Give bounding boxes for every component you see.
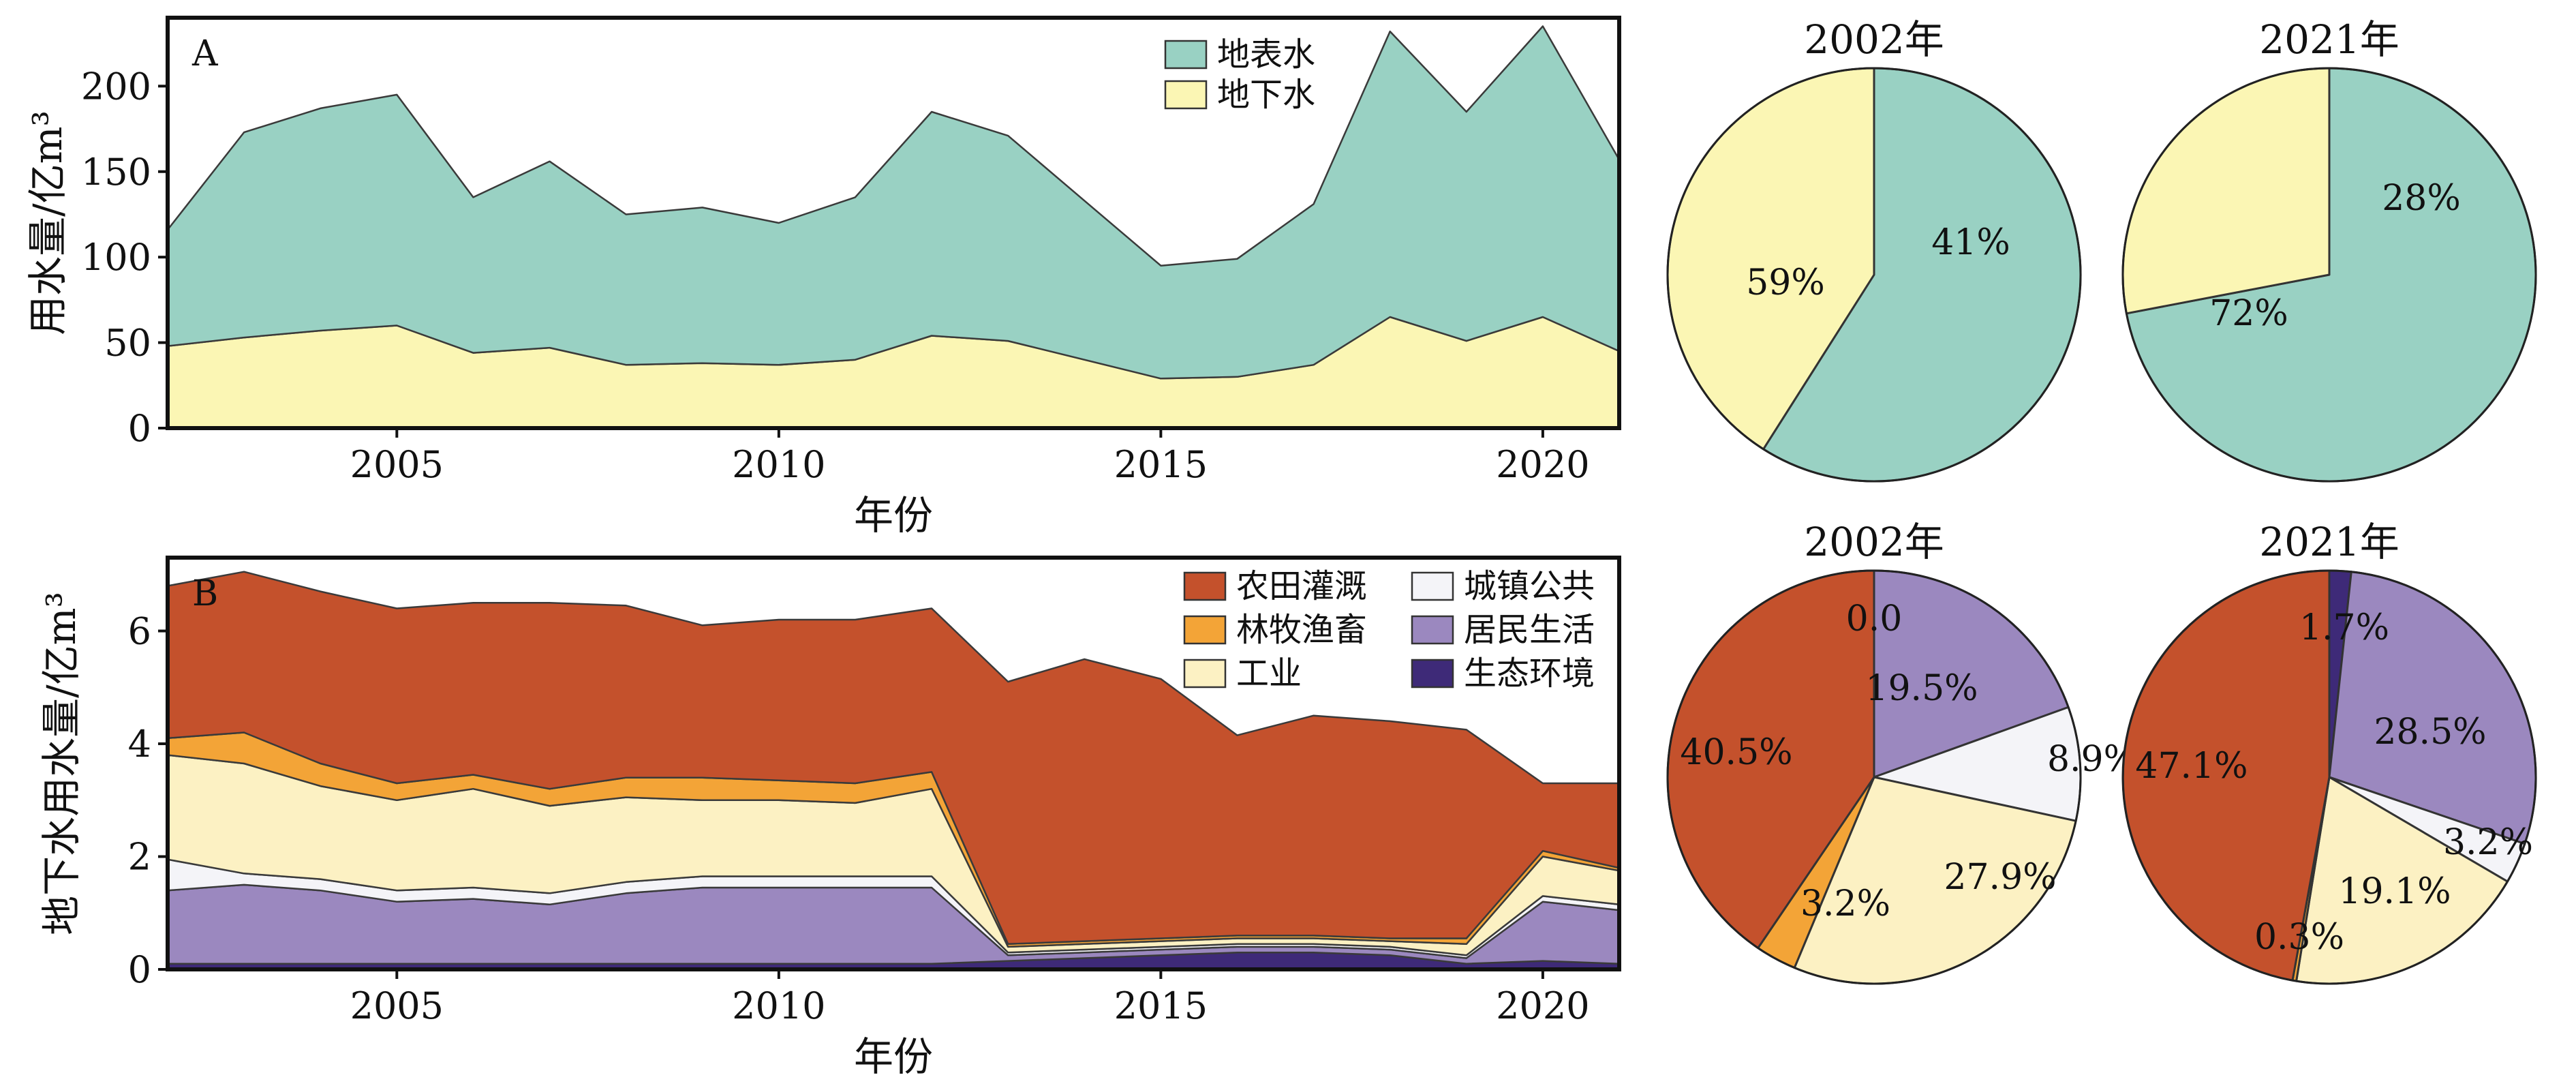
legend-swatch bbox=[1183, 659, 1227, 689]
pie-label: 59% bbox=[1746, 262, 1825, 303]
pie-label: 0.3% bbox=[2254, 917, 2344, 958]
y-tick-label: 6 bbox=[128, 610, 151, 653]
y-tick-label: 100 bbox=[81, 236, 151, 279]
pie-chart-a-2021: 2021年 72% 28% bbox=[2121, 16, 2537, 483]
legend-swatch bbox=[1183, 571, 1227, 601]
y-tick-label: 4 bbox=[128, 723, 151, 766]
y-tick-label: 2 bbox=[128, 836, 151, 879]
x-tick-label: 2020 bbox=[1496, 984, 1589, 1027]
pie-label: 47.1% bbox=[2135, 746, 2248, 787]
area-chart-a: 2005 2010 2015 2020 0 50 100 150 200 年份 用水量/亿m³ A 地表… bbox=[25, 16, 1621, 539]
legend-label: 林牧渔畜 bbox=[1236, 611, 1367, 649]
legend-label: 地表水 bbox=[1217, 35, 1315, 74]
legend-swatch bbox=[1164, 80, 1208, 110]
x-tick-label: 2015 bbox=[1114, 443, 1208, 486]
pie-label: 19.5% bbox=[1865, 668, 1978, 709]
pie-label: 72% bbox=[2209, 293, 2288, 334]
pie-label: 1.7% bbox=[2299, 607, 2389, 648]
y-axis-title: 用水量/亿m³ bbox=[25, 110, 71, 335]
pie-label: 27.9% bbox=[1944, 857, 2056, 898]
x-tick-label: 2005 bbox=[350, 984, 444, 1027]
y-tick-label: 150 bbox=[81, 151, 151, 194]
pie-title: 2002年 bbox=[1804, 16, 1944, 63]
x-tick-label: 2015 bbox=[1114, 984, 1208, 1027]
pie-label: 28.5% bbox=[2374, 712, 2486, 753]
pie-title: 2021年 bbox=[2259, 16, 2399, 63]
y-tick-label: 0 bbox=[128, 407, 151, 450]
plot-frame bbox=[166, 16, 1621, 430]
x-tick-label: 2010 bbox=[732, 443, 825, 486]
pie-outline bbox=[2121, 569, 2537, 985]
panel-letter: B bbox=[192, 573, 218, 614]
legend-swatch bbox=[1411, 615, 1454, 645]
pie-label: 40.5% bbox=[1680, 732, 1792, 773]
y-tick-label: 0 bbox=[128, 948, 151, 991]
legend-label: 地下水 bbox=[1217, 76, 1315, 114]
legend-swatch bbox=[1183, 615, 1227, 645]
y-tick-label: 50 bbox=[104, 322, 151, 365]
x-tick-label: 2010 bbox=[732, 984, 825, 1027]
x-axis-title: 年份 bbox=[854, 1033, 933, 1080]
pie-label: 41% bbox=[1931, 222, 2010, 263]
y-tick-label: 200 bbox=[81, 65, 151, 108]
pie-outline bbox=[2121, 67, 2537, 483]
area-chart-b: 2005 2010 2015 2020 0 2 4 6 年份 地下水用水量/亿m³ B 农田灌溉 城镇公… bbox=[38, 556, 1621, 1080]
pie-chart-a-2002: 2002年 59% 41% bbox=[1666, 16, 2082, 483]
pie-outline bbox=[1666, 569, 2082, 985]
legend-swatch bbox=[1411, 659, 1454, 689]
legend-swatch bbox=[1164, 40, 1208, 70]
pie-label: 3.2% bbox=[2443, 822, 2533, 863]
x-axis-title: 年份 bbox=[854, 492, 933, 539]
pie-title: 2021年 bbox=[2259, 519, 2399, 565]
legend-label: 工业 bbox=[1236, 654, 1302, 693]
pie-slice-1 bbox=[2121, 67, 2331, 315]
pie-title: 2002年 bbox=[1804, 519, 1944, 565]
pie-label: 3.2% bbox=[1800, 883, 1890, 924]
x-tick-label: 2020 bbox=[1496, 443, 1589, 486]
pie-outline bbox=[1666, 67, 2082, 483]
pie-chart-b-2021: 2021年 1.7% 28.5% 3.2% 19.1% 0.3% 47.1% bbox=[2121, 519, 2537, 985]
legend-label: 生态环境 bbox=[1464, 654, 1595, 693]
panel-letter: A bbox=[191, 33, 219, 74]
legend-label: 农田灌溉 bbox=[1236, 567, 1367, 605]
pie-label: 28% bbox=[2382, 178, 2461, 219]
legend-label: 居民生活 bbox=[1464, 611, 1595, 649]
legend-swatch bbox=[1411, 571, 1454, 601]
pie-label: 0.0 bbox=[1846, 599, 1903, 639]
x-tick-label: 2005 bbox=[350, 443, 444, 486]
legend-label: 城镇公共 bbox=[1464, 567, 1595, 605]
plot-frame bbox=[166, 556, 1621, 971]
pie-label: 19.1% bbox=[2338, 871, 2451, 912]
y-axis-title: 地下水用水量/亿m³ bbox=[38, 592, 85, 935]
